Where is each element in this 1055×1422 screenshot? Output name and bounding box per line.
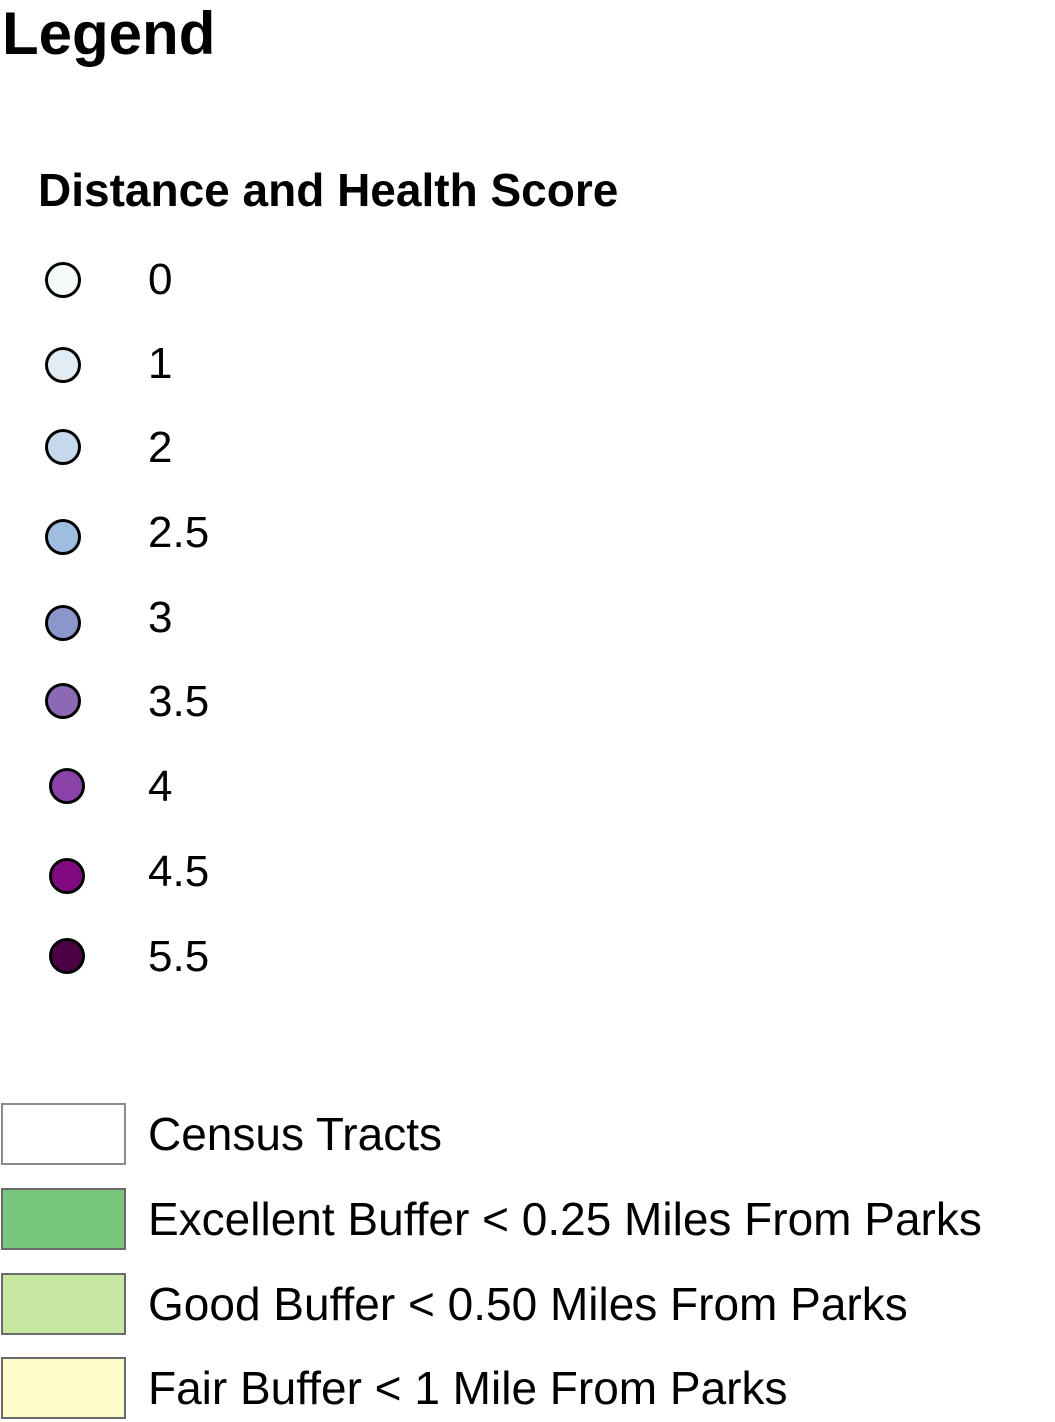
score-swatch-icon (49, 938, 85, 974)
score-label: 4 (148, 762, 173, 811)
score-swatch-icon (45, 519, 81, 555)
score-item: 2 (0, 420, 400, 480)
score-label: 5.5 (148, 932, 210, 981)
score-label: 0 (148, 255, 173, 304)
score-swatch-icon (45, 429, 81, 465)
score-item: 2.5 (0, 505, 400, 565)
area-item: Census Tracts (0, 1103, 1055, 1167)
area-item: Fair Buffer < 1 Mile From Parks (0, 1357, 1055, 1421)
excellent-buffer-swatch (1, 1188, 126, 1250)
score-section-title: Distance and Health Score (38, 164, 619, 216)
area-label: Good Buffer < 0.50 Miles From Parks (148, 1278, 908, 1330)
score-item: 3.5 (0, 674, 400, 734)
score-item: 0 (0, 252, 400, 312)
score-swatch-icon (49, 768, 85, 804)
area-item: Good Buffer < 0.50 Miles From Parks (0, 1273, 1055, 1337)
score-item: 5.5 (0, 929, 400, 989)
score-label: 1 (148, 339, 173, 388)
score-swatch-icon (49, 858, 85, 894)
area-label: Fair Buffer < 1 Mile From Parks (148, 1362, 788, 1414)
score-label: 2 (148, 423, 173, 472)
score-label: 2.5 (148, 508, 210, 557)
area-label: Excellent Buffer < 0.25 Miles From Parks (148, 1193, 982, 1245)
legend-title: Legend (2, 0, 216, 67)
score-swatch-icon (45, 262, 81, 298)
score-label: 3 (148, 593, 173, 642)
score-swatch-icon (45, 683, 81, 719)
good-buffer-swatch (1, 1273, 126, 1335)
area-label: Census Tracts (148, 1108, 442, 1160)
score-swatch-icon (45, 605, 81, 641)
area-item: Excellent Buffer < 0.25 Miles From Parks (0, 1188, 1055, 1252)
score-item: 1 (0, 336, 400, 396)
score-swatch-icon (45, 347, 81, 383)
census-tracts-swatch (1, 1103, 126, 1165)
score-item: 4 (0, 759, 400, 819)
fair-buffer-swatch (1, 1357, 126, 1419)
score-item: 3 (0, 590, 400, 650)
score-label: 3.5 (148, 677, 210, 726)
score-label: 4.5 (148, 847, 210, 896)
score-item: 4.5 (0, 844, 400, 904)
